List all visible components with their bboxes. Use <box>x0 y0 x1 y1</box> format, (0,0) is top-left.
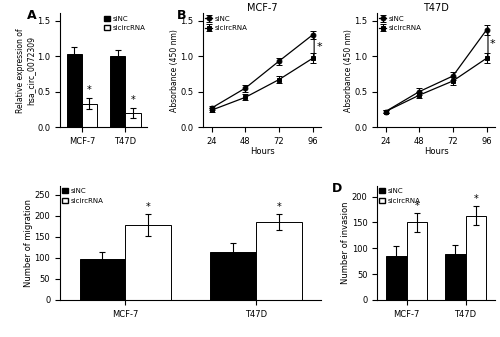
Bar <box>80 259 126 300</box>
Bar <box>66 54 82 127</box>
Text: *: * <box>276 202 281 212</box>
Y-axis label: Absorbance (450 nm): Absorbance (450 nm) <box>170 29 179 112</box>
Text: B: B <box>178 9 187 22</box>
Bar <box>256 222 302 300</box>
Bar <box>126 225 171 300</box>
Bar <box>406 222 427 300</box>
Text: A: A <box>27 9 36 22</box>
Legend: siNC, sicircRNA: siNC, sicircRNA <box>379 188 420 204</box>
Text: *: * <box>87 85 92 95</box>
Legend: siNC, sicircRNA: siNC, sicircRNA <box>62 188 104 204</box>
Legend: siNC, sicircRNA: siNC, sicircRNA <box>104 16 145 31</box>
Bar <box>386 256 406 300</box>
Bar <box>82 104 97 127</box>
Y-axis label: Number of migration: Number of migration <box>24 199 33 287</box>
Title: MCF-7: MCF-7 <box>247 3 278 13</box>
Text: *: * <box>146 202 150 212</box>
Legend: siNC, sicircRNA: siNC, sicircRNA <box>379 16 421 31</box>
X-axis label: Hours: Hours <box>424 147 448 156</box>
Y-axis label: Number of invasion: Number of invasion <box>342 202 350 284</box>
Legend: siNC, sicircRNA: siNC, sicircRNA <box>206 16 248 31</box>
Y-axis label: Relative expression of
hsa_circ_0072309: Relative expression of hsa_circ_0072309 <box>16 28 36 113</box>
Text: *: * <box>474 194 478 204</box>
Bar <box>445 254 466 300</box>
Bar <box>110 56 126 127</box>
Text: *: * <box>490 39 496 49</box>
Bar <box>466 216 486 300</box>
Y-axis label: Absorbance (450 nm): Absorbance (450 nm) <box>344 29 353 112</box>
Text: *: * <box>414 201 420 211</box>
Title: T47D: T47D <box>423 3 449 13</box>
Bar <box>126 113 141 127</box>
Bar <box>210 251 256 300</box>
X-axis label: Hours: Hours <box>250 147 274 156</box>
Text: *: * <box>316 42 322 52</box>
Text: *: * <box>130 95 136 105</box>
Text: D: D <box>332 182 342 195</box>
